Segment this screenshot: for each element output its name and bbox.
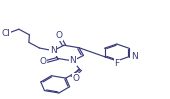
Text: N: N bbox=[50, 46, 57, 55]
Text: N: N bbox=[131, 52, 138, 61]
Text: O: O bbox=[72, 74, 79, 82]
Text: N: N bbox=[69, 56, 76, 65]
Text: O: O bbox=[40, 57, 47, 66]
Text: Cl: Cl bbox=[1, 29, 10, 38]
Text: O: O bbox=[56, 31, 63, 40]
Text: F: F bbox=[114, 59, 119, 68]
